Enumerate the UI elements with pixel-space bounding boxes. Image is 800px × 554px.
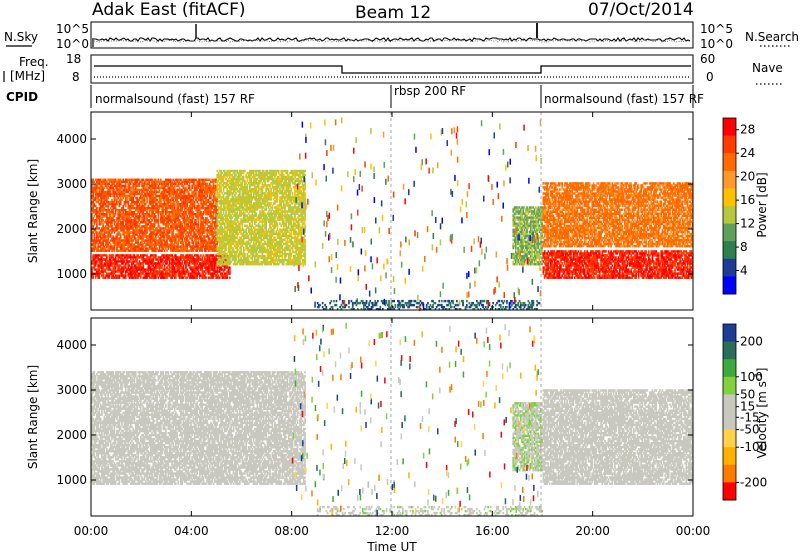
nave-label: Nave [752, 61, 783, 75]
power-echo-cell [114, 231, 116, 233]
noise-left-tick-top: 10^5 [56, 22, 89, 36]
power-echo-cell [115, 266, 117, 268]
power-echo-cell [114, 250, 116, 252]
power-echo-cell [114, 215, 116, 217]
power-echo-cell [127, 201, 129, 203]
cpid-segment-2: rbsp 200 RF [394, 84, 466, 98]
power-echo-cell [106, 254, 108, 256]
power-echo-cell [120, 233, 122, 235]
power-echo-cell [102, 241, 104, 243]
power-echo-cell [171, 277, 173, 279]
power-echo-cell [105, 277, 107, 279]
power-echo-cell [125, 183, 127, 185]
power-echo-cell [199, 277, 201, 279]
power-cells [91, 117, 693, 311]
power-echo-cell [94, 215, 96, 217]
power-echo-cell [201, 266, 203, 268]
power-echo-cell [155, 277, 157, 279]
power-echo-cell [130, 258, 132, 260]
power-echo-cell [99, 277, 101, 279]
power-echo-cell [125, 250, 127, 252]
power-echo-cell [155, 254, 157, 256]
radar-title: Adak East (fitACF) [92, 0, 246, 20]
power-echo-cell [213, 277, 215, 279]
freq-trace [94, 66, 691, 73]
power-echo-cell [111, 199, 113, 201]
power-echo-cell [112, 209, 114, 211]
freq-label-2: [MHz] [10, 69, 45, 83]
cpid-panel: CPID normalsound (fast) 157 RF rbsp 200 … [6, 84, 704, 108]
power-echo-cell [112, 254, 114, 256]
power-echo-cell [205, 277, 207, 279]
power-echo-cell [109, 277, 111, 279]
cpid-segment-3: normalsound (fast) 157 RF [544, 92, 704, 106]
power-echo-cell [229, 266, 231, 268]
power-echo-cell [125, 277, 127, 279]
power-echo-cell [219, 277, 221, 279]
freq-label-1: Freq. [19, 55, 49, 69]
freq-left-tick-bottom: 8 [72, 70, 80, 84]
date-title: 07/Oct/2014 [588, 0, 694, 20]
power-echo-cell [94, 250, 96, 252]
power-echo-cell [124, 258, 126, 260]
cpid-segment-1: normalsound (fast) 157 RF [95, 92, 255, 106]
noise-left-tick-bottom: 10^0 [56, 37, 89, 51]
freq-right-tick-top: 60 [700, 52, 715, 66]
power-echo-cell [111, 231, 113, 233]
noise-panel: N.Sky 10^5 10^0 10^5 10^0 N.Search [4, 22, 799, 51]
power-echo-cell [158, 277, 160, 279]
power-echo-cell [226, 277, 228, 279]
power-echo-cell [153, 258, 155, 260]
cpid-label: CPID [6, 90, 38, 104]
freq-panel: Freq. [MHz] 18 8 60 0 Nave [4, 52, 784, 84]
noise-right-label: N.Search [745, 30, 799, 44]
power-echo-cell [218, 274, 220, 276]
power-echo-cell [119, 277, 121, 279]
power-echo-cell [92, 225, 94, 227]
power-echo-cell [196, 277, 198, 279]
noise-sky-line [94, 38, 690, 41]
beam-title: Beam 12 [355, 3, 431, 23]
noise-right-tick-top: 10^5 [700, 22, 733, 36]
power-echo-cell [129, 264, 131, 266]
power-echo-cell [95, 277, 97, 279]
power-echo-cell [183, 277, 185, 279]
noise-trace [93, 23, 690, 47]
noise-left-label: N.Sky [4, 30, 38, 44]
power-echo-cell [186, 277, 188, 279]
freq-right-tick-bottom: 0 [706, 70, 714, 84]
radar-figure: Adak East (fitACF) Beam 12 07/Oct/2014 N… [0, 0, 800, 554]
power-echo-cell [175, 277, 177, 279]
power-echo-cell [109, 250, 111, 252]
power-echo-cell [174, 266, 176, 268]
power-echo-cell [137, 277, 139, 279]
power-echo-cell [140, 277, 142, 279]
noise-right-tick-bottom: 10^0 [700, 37, 733, 51]
power-echo-cell [120, 201, 122, 203]
power-echo-cell [166, 277, 168, 279]
freq-left-tick-top: 18 [66, 52, 81, 66]
power-echo-cell [92, 277, 94, 279]
power-echo-cell [146, 277, 148, 279]
power-echo-cell [96, 207, 98, 209]
power-echo-cell [214, 266, 216, 268]
power-echo-cell [229, 277, 231, 279]
power-echo-cell [136, 258, 138, 260]
